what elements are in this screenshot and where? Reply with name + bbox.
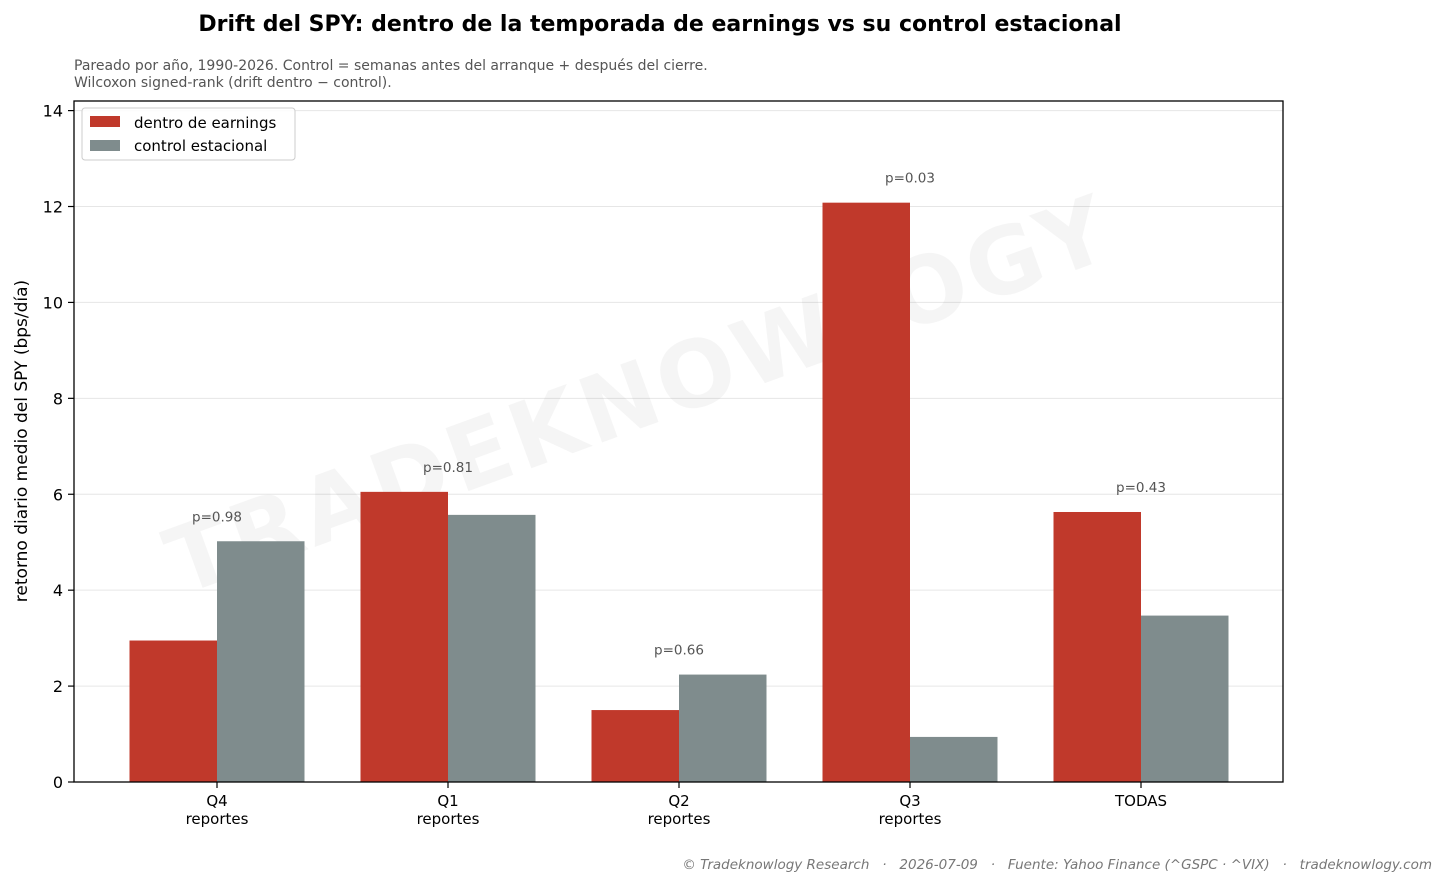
x-tick-label-sub: reportes — [186, 810, 249, 828]
y-axis-label: retorno diario medio del SPY (bps/día) — [12, 280, 32, 602]
y-axis: 0 2 4 6 8 10 12 14 — [43, 102, 74, 792]
bar-inside-earnings — [129, 640, 217, 782]
footer-credits: © Tradeknowlogy Research · 2026-07-09 · … — [682, 857, 1432, 873]
p-value-annotations: p=0.98 p=0.81 p=0.66 p=0.03 p=0.43 — [192, 171, 1166, 659]
legend-label-control: control estacional — [134, 137, 267, 155]
x-tick-label: Q2 — [668, 792, 689, 810]
chart-title: Drift del SPY: dentro de la temporada de… — [198, 12, 1121, 37]
y-tick-label: 8 — [53, 389, 63, 408]
p-value-label: p=0.03 — [885, 171, 935, 187]
bar-control-seasonal — [679, 674, 767, 782]
bar-inside-earnings — [822, 202, 910, 783]
p-value-label: p=0.66 — [654, 643, 704, 659]
legend-swatch-inside — [90, 116, 120, 127]
legend-swatch-control — [90, 140, 120, 151]
bar-inside-earnings — [591, 710, 679, 782]
bar-inside-earnings — [1053, 511, 1141, 782]
y-tick-label: 10 — [43, 293, 63, 312]
p-value-label: p=0.43 — [1116, 480, 1166, 496]
bars — [129, 202, 1229, 783]
p-value-label: p=0.81 — [423, 460, 473, 476]
bar-control-seasonal — [910, 736, 998, 782]
chart-subtitle-line-2: Wilcoxon signed-rank (drift dentro − con… — [74, 75, 392, 91]
chart-subtitle-line-1: Pareado por año, 1990-2026. Control = se… — [74, 58, 708, 74]
y-tick-label: 2 — [53, 677, 63, 696]
bar-control-seasonal — [217, 541, 305, 782]
p-value-label: p=0.98 — [192, 509, 242, 525]
y-tick-label: 14 — [43, 102, 63, 121]
x-tick-label-sub: reportes — [879, 810, 942, 828]
y-tick-label: 12 — [43, 198, 63, 217]
y-tick-label: 0 — [53, 773, 63, 792]
legend-box — [81, 107, 296, 161]
y-tick-label: 6 — [53, 485, 63, 504]
x-tick-label: Q1 — [437, 792, 458, 810]
x-tick-label: Q4 — [206, 792, 227, 810]
x-axis: Q4reportesQ1reportesQ2reportesQ3reportes… — [186, 782, 1167, 828]
legend-label-inside: dentro de earnings — [134, 114, 276, 132]
bar-control-seasonal — [1141, 615, 1229, 782]
x-tick-label-sub: reportes — [648, 810, 711, 828]
x-tick-label: Q3 — [899, 792, 920, 810]
bar-control-seasonal — [448, 514, 536, 782]
x-tick-label-sub: reportes — [417, 810, 480, 828]
legend: dentro de earnings control estacional — [81, 107, 296, 161]
x-tick-label: TODAS — [1114, 792, 1167, 810]
bar-inside-earnings — [360, 491, 448, 782]
y-tick-label: 4 — [53, 581, 63, 600]
